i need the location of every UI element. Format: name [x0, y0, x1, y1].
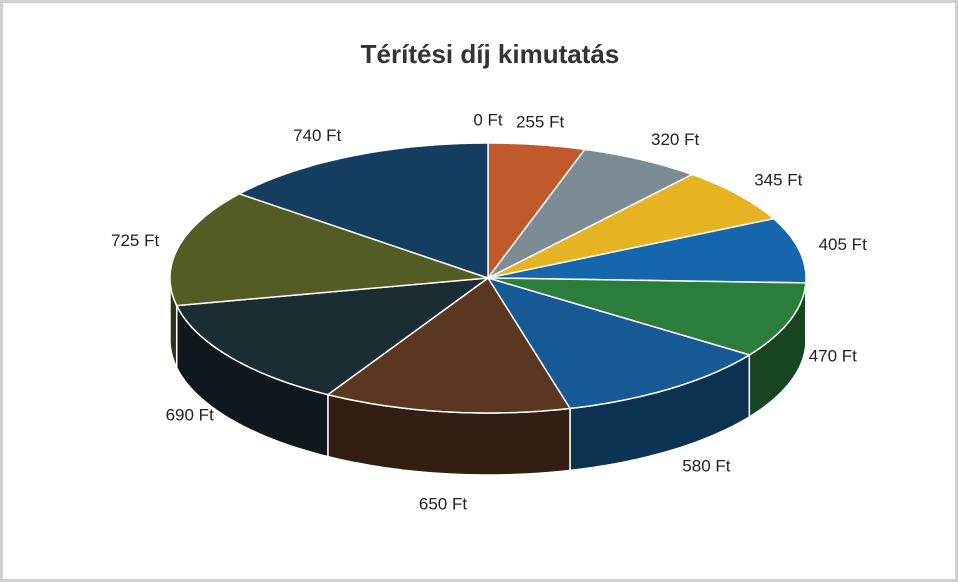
- data-label: 650 Ft: [419, 495, 467, 514]
- data-label: 725 Ft: [111, 231, 159, 250]
- slice: [486, 276, 752, 410]
- data-label: 740 Ft: [293, 126, 341, 145]
- data-label: 255 Ft: [516, 112, 564, 131]
- slice: [487, 217, 807, 284]
- chart-title: Térítési díj kimutatás: [361, 39, 620, 69]
- slice: [237, 142, 489, 280]
- slice: [487, 277, 807, 356]
- slice: [175, 277, 491, 396]
- data-label: 345 Ft: [754, 171, 802, 190]
- data-label: 470 Ft: [809, 347, 857, 366]
- slice: [326, 276, 572, 414]
- data-label: 405 Ft: [819, 235, 867, 254]
- data-label: 0 Ft: [473, 110, 503, 129]
- data-label: 580 Ft: [682, 457, 730, 476]
- slice: [169, 192, 489, 307]
- data-label: 690 Ft: [166, 406, 214, 425]
- slice: [487, 142, 587, 281]
- slice: [487, 148, 695, 279]
- data-label: 320 Ft: [651, 130, 699, 149]
- slice: [487, 173, 776, 279]
